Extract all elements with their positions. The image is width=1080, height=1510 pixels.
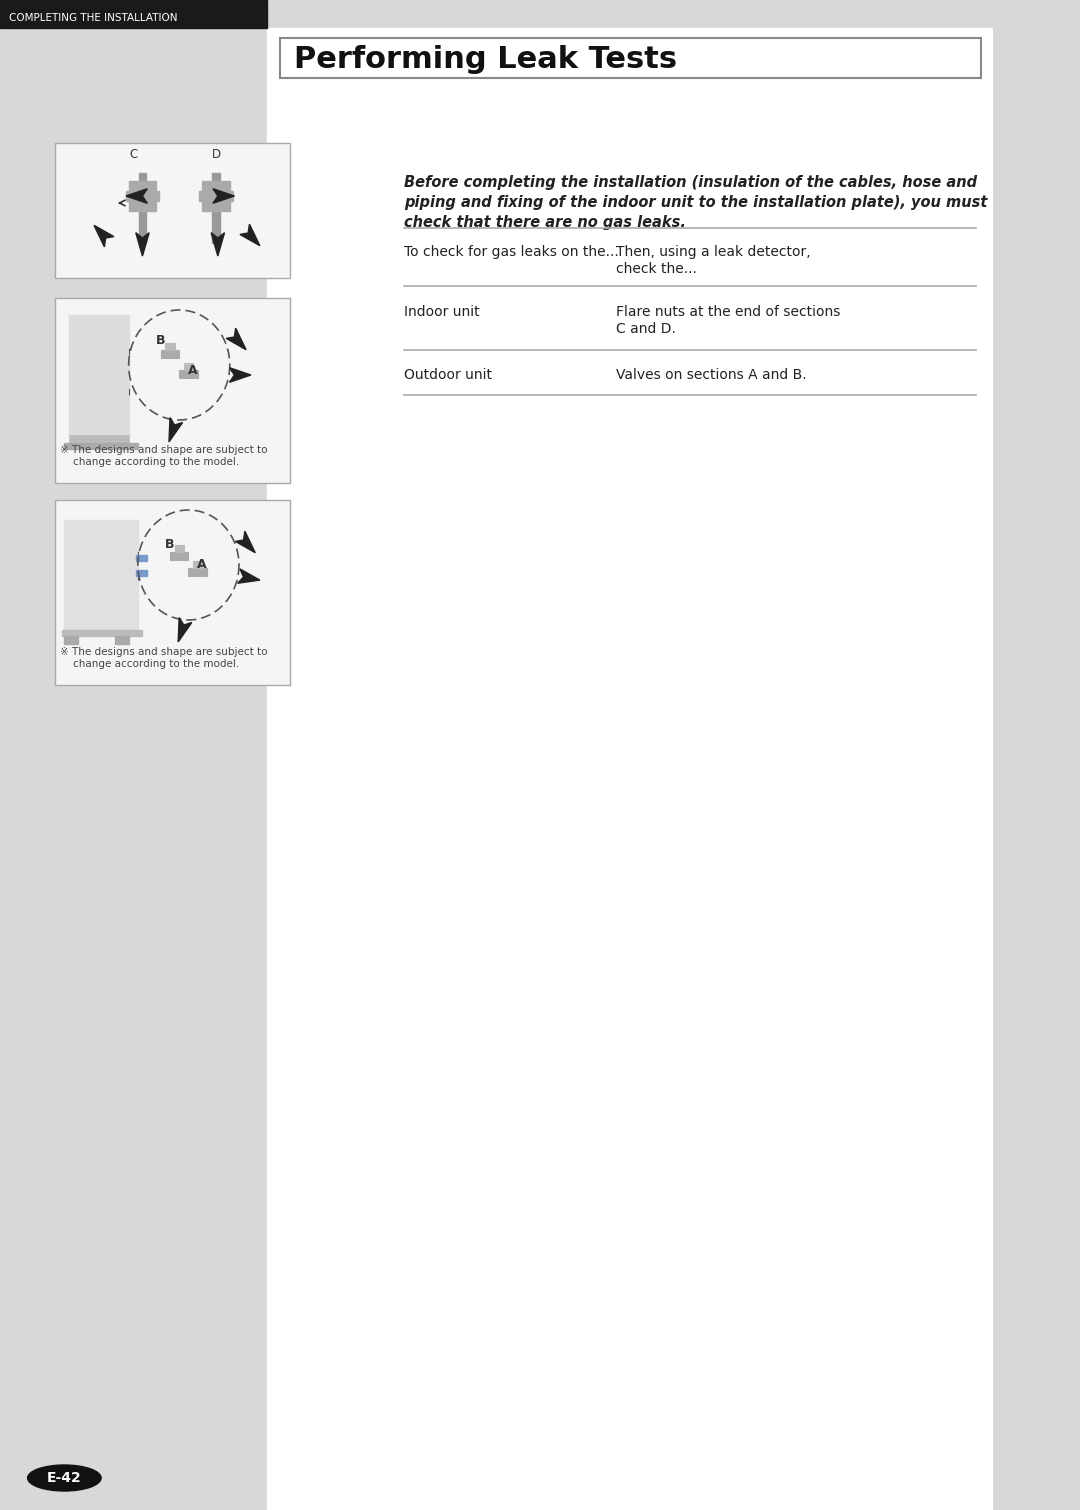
Bar xyxy=(65,519,138,630)
Text: piping and fixing of the indoor unit to the installation plate), you must: piping and fixing of the indoor unit to … xyxy=(404,195,988,210)
Polygon shape xyxy=(226,328,246,350)
Text: Indoor unit: Indoor unit xyxy=(404,305,480,319)
Bar xyxy=(55,297,289,483)
Text: A: A xyxy=(198,559,207,571)
Polygon shape xyxy=(94,225,113,248)
Text: Performing Leak Tests: Performing Leak Tests xyxy=(294,45,677,74)
Bar xyxy=(213,174,219,243)
Text: B: B xyxy=(165,539,175,551)
Bar xyxy=(55,143,289,278)
Text: D: D xyxy=(212,148,220,162)
Bar xyxy=(184,362,193,370)
Polygon shape xyxy=(230,368,251,382)
Bar xyxy=(136,556,147,562)
Text: C: C xyxy=(130,148,137,162)
Bar xyxy=(200,190,232,201)
FancyBboxPatch shape xyxy=(281,38,981,79)
Polygon shape xyxy=(240,223,260,246)
Bar xyxy=(202,181,230,190)
Bar xyxy=(139,174,146,243)
Bar xyxy=(114,636,129,643)
Text: Then, using a leak detector,: Then, using a leak detector, xyxy=(616,245,810,260)
Text: check the...: check the... xyxy=(616,263,697,276)
Polygon shape xyxy=(213,189,234,204)
Bar xyxy=(126,190,159,201)
Polygon shape xyxy=(238,569,260,583)
Bar xyxy=(62,630,143,636)
Bar xyxy=(170,553,188,560)
Bar xyxy=(129,181,157,190)
Bar xyxy=(165,343,175,350)
Polygon shape xyxy=(235,532,255,553)
Bar xyxy=(175,545,184,553)
Bar xyxy=(129,201,157,211)
Bar xyxy=(161,350,179,358)
Bar xyxy=(0,0,267,29)
Polygon shape xyxy=(168,418,183,442)
Bar xyxy=(69,316,129,435)
Polygon shape xyxy=(136,233,149,257)
Bar xyxy=(193,562,202,568)
Polygon shape xyxy=(211,233,225,257)
Text: E-42: E-42 xyxy=(46,1471,82,1484)
Polygon shape xyxy=(126,189,147,204)
Text: COMPLETING THE INSTALLATION: COMPLETING THE INSTALLATION xyxy=(10,14,178,23)
Bar xyxy=(188,568,206,575)
Text: B: B xyxy=(157,334,165,346)
Text: To check for gas leaks on the...: To check for gas leaks on the... xyxy=(404,245,619,260)
Bar xyxy=(65,442,138,448)
Bar xyxy=(202,201,230,211)
Bar xyxy=(55,500,289,686)
Text: ※ The designs and shape are subject to
    change according to the model.: ※ The designs and shape are subject to c… xyxy=(59,445,267,467)
Polygon shape xyxy=(178,618,192,642)
Text: ※ The designs and shape are subject to
    change according to the model.: ※ The designs and shape are subject to c… xyxy=(59,646,267,669)
Ellipse shape xyxy=(28,1465,102,1490)
Bar xyxy=(0,0,267,1510)
Bar xyxy=(179,370,198,378)
Text: Flare nuts at the end of sections: Flare nuts at the end of sections xyxy=(616,305,840,319)
Text: Valves on sections A and B.: Valves on sections A and B. xyxy=(616,368,807,382)
Text: check that there are no gas leaks.: check that there are no gas leaks. xyxy=(404,214,686,230)
Text: A: A xyxy=(188,364,198,376)
Text: C and D.: C and D. xyxy=(616,322,676,337)
Text: Before completing the installation (insulation of the cables, hose and: Before completing the installation (insu… xyxy=(404,175,977,190)
Bar xyxy=(136,569,147,575)
Bar xyxy=(267,29,993,1510)
Bar xyxy=(65,636,78,643)
Bar xyxy=(69,435,129,442)
Text: Outdoor unit: Outdoor unit xyxy=(404,368,492,382)
